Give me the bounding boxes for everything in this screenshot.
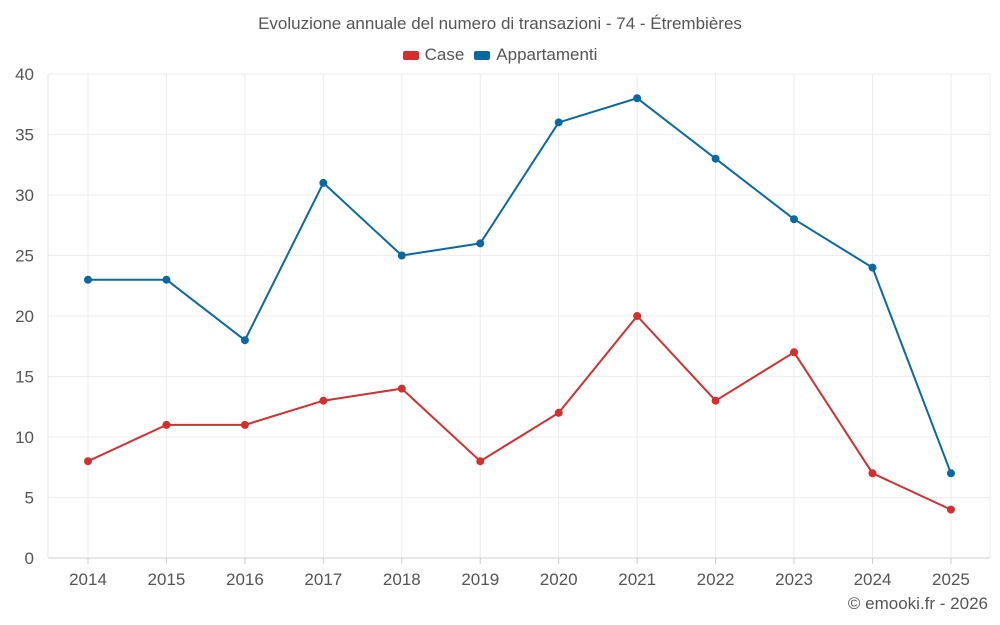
- data-point-appartamenti[interactable]: [633, 94, 642, 103]
- data-point-case[interactable]: [554, 408, 563, 417]
- legend-swatch-appartamenti: [474, 50, 491, 60]
- data-point-appartamenti[interactable]: [711, 154, 720, 163]
- x-tick-label: 2014: [69, 570, 107, 589]
- x-tick-label: 2023: [775, 570, 813, 589]
- x-tick-label: 2025: [932, 570, 970, 589]
- data-point-appartamenti[interactable]: [946, 469, 955, 478]
- y-tick-label: 25: [15, 247, 34, 266]
- y-tick-label: 40: [15, 65, 34, 84]
- series-line-case: [87, 315, 952, 511]
- data-point-appartamenti[interactable]: [476, 239, 485, 248]
- data-point-case[interactable]: [790, 348, 799, 357]
- x-tick-label: 2018: [383, 570, 421, 589]
- data-point-case[interactable]: [162, 420, 171, 429]
- legend-swatch-case: [402, 50, 419, 60]
- data-point-case[interactable]: [633, 312, 642, 320]
- data-point-case[interactable]: [397, 384, 406, 393]
- x-tick-label: 2020: [540, 570, 578, 589]
- data-point-case[interactable]: [946, 505, 955, 514]
- legend-item-case[interactable]: Case: [402, 45, 465, 65]
- y-tick-label: 20: [15, 307, 34, 326]
- data-point-case[interactable]: [476, 457, 485, 466]
- y-tick-label: 15: [15, 368, 34, 387]
- y-tick-label: 0: [25, 549, 34, 568]
- credit-text: © emooki.fr - 2026: [847, 594, 988, 613]
- x-tick-label: 2016: [226, 570, 264, 589]
- x-tick-label: 2022: [697, 570, 735, 589]
- data-point-case[interactable]: [84, 457, 92, 466]
- legend-item-appartamenti[interactable]: Appartamenti: [474, 45, 597, 65]
- y-tick-label: 10: [15, 428, 34, 447]
- x-tick-label: 2017: [304, 570, 342, 589]
- data-point-appartamenti[interactable]: [868, 263, 877, 272]
- y-tick-label: 35: [15, 126, 34, 145]
- data-point-case[interactable]: [240, 420, 249, 429]
- x-tick-label: 2021: [618, 570, 656, 589]
- data-point-appartamenti[interactable]: [790, 215, 799, 224]
- chart-legend: Case Appartamenti: [0, 45, 1000, 65]
- x-tick-label: 2019: [461, 570, 499, 589]
- data-point-case[interactable]: [711, 396, 720, 405]
- data-point-appartamenti[interactable]: [240, 336, 249, 345]
- legend-label-case: Case: [424, 45, 465, 64]
- data-point-appartamenti[interactable]: [319, 178, 328, 187]
- data-point-appartamenti[interactable]: [554, 118, 563, 127]
- series-line-appartamenti: [88, 97, 952, 474]
- data-point-appartamenti[interactable]: [162, 275, 171, 284]
- data-point-case[interactable]: [319, 396, 328, 405]
- y-tick-label: 5: [25, 489, 34, 508]
- legend-label-appartamenti: Appartamenti: [496, 45, 598, 64]
- chart-title: Evoluzione annuale del numero di transaz…: [258, 14, 742, 33]
- x-tick-label: 2015: [148, 570, 186, 589]
- data-point-appartamenti[interactable]: [84, 275, 92, 284]
- data-point-appartamenti[interactable]: [397, 251, 406, 260]
- x-tick-label: 2024: [854, 570, 892, 589]
- y-tick-label: 30: [15, 186, 34, 205]
- data-point-case[interactable]: [868, 469, 877, 478]
